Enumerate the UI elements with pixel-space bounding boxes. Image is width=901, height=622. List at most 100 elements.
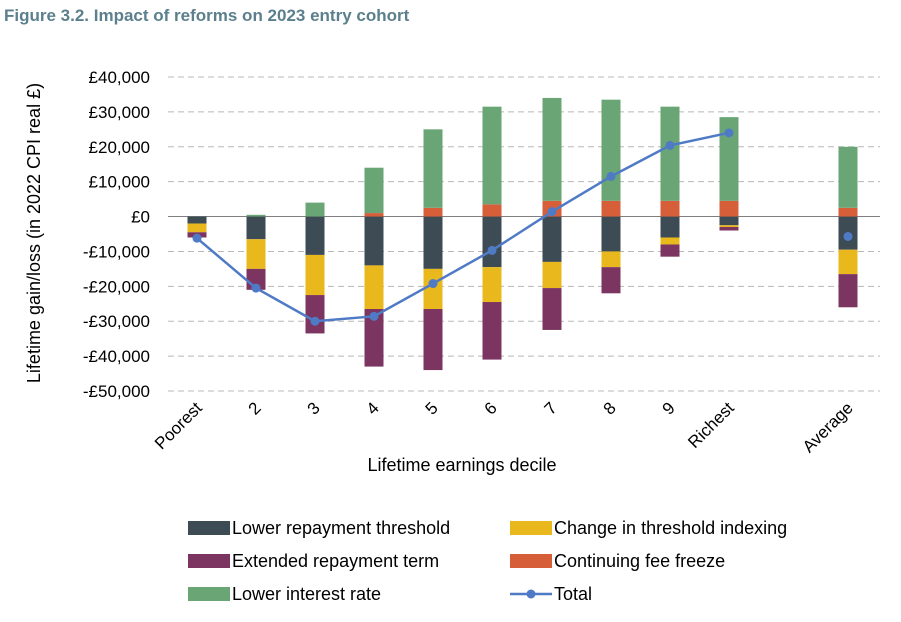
bar-segment [838, 207, 858, 217]
bar-segment [364, 309, 384, 367]
total-point [487, 245, 497, 255]
bar-segment [719, 200, 739, 217]
bar-segment [660, 200, 680, 217]
bar-segment [719, 216, 739, 226]
y-tick-label: £40,000 [89, 68, 150, 87]
x-tick-label: Average [799, 398, 857, 456]
bar-segment [364, 167, 384, 214]
bar-segment [305, 254, 325, 296]
bar-segment [719, 117, 739, 201]
bar-segment [364, 216, 384, 266]
bar-segment [482, 204, 502, 217]
bar-segment [423, 129, 443, 208]
total-point [547, 207, 557, 217]
bar-segment [542, 97, 562, 201]
x-tick-label: 5 [422, 398, 442, 418]
bar-segment [601, 99, 621, 201]
legend: Lower repayment threshold Change in thres… [188, 518, 787, 604]
gridlines [168, 76, 880, 392]
y-tick-label: -£50,000 [83, 382, 150, 401]
total-point [428, 279, 438, 289]
total-point [665, 140, 675, 150]
bar-segment [660, 216, 680, 238]
bar-segment [423, 268, 443, 310]
total-point [843, 231, 853, 241]
y-tick-label: -£40,000 [83, 347, 150, 366]
bar-segment [305, 295, 325, 334]
bar-segment [364, 265, 384, 310]
bar-segment [838, 146, 858, 208]
total-point [310, 316, 320, 326]
y-tick-label: £10,000 [89, 173, 150, 192]
bar-segment [660, 244, 680, 257]
x-tick-label: 3 [304, 398, 324, 418]
bar-segment [305, 202, 325, 217]
x-tick-label: 8 [600, 398, 620, 418]
y-tick-label: -£20,000 [83, 277, 150, 296]
bar-segment [601, 267, 621, 294]
bar-segment [482, 216, 502, 268]
bar-segment [838, 249, 858, 275]
bar-segment [719, 227, 739, 231]
y-axis-ticks: £40,000 £30,000 £20,000 £10,000 £0 -£10,000 -£… [83, 68, 150, 401]
total-point [369, 311, 379, 321]
bar-segment [423, 207, 443, 217]
total-point [251, 283, 261, 293]
bar-segment [601, 216, 621, 252]
bar-segment [482, 302, 502, 360]
bar-segment [423, 309, 443, 371]
bar-segment [246, 216, 266, 240]
bar-segment [542, 216, 562, 262]
total-point [606, 171, 616, 181]
legend-swatch [510, 521, 552, 535]
bar-segment [660, 106, 680, 201]
y-axis-title: Lifetime gain/loss (in 2022 CPI real £) [24, 83, 44, 383]
bar-segment [423, 216, 443, 269]
legend-label: Extended repayment term [232, 551, 439, 571]
bar-segment [601, 251, 621, 268]
bar-segment [187, 216, 207, 224]
y-tick-label: £20,000 [89, 138, 150, 157]
bar-segment [364, 213, 384, 217]
total-point [724, 128, 734, 138]
bar-segment [482, 106, 502, 205]
x-tick-label: 2 [245, 398, 265, 418]
bar-segment [246, 214, 266, 217]
y-tick-label: £0 [131, 208, 150, 227]
bar-segment [719, 225, 739, 228]
x-tick-label: 9 [659, 398, 679, 418]
x-tick-label: 6 [481, 398, 501, 418]
bar-segment [305, 216, 325, 255]
x-tick-label: 4 [363, 398, 383, 418]
bar-segment [482, 267, 502, 303]
legend-label: Lower interest rate [232, 584, 381, 604]
y-tick-label: -£30,000 [83, 312, 150, 331]
figure-title: Figure 3.2. Impact of reforms on 2023 en… [4, 6, 410, 25]
legend-label: Change in threshold indexing [554, 518, 787, 538]
legend-label: Lower repayment threshold [232, 518, 450, 538]
y-tick-label: -£10,000 [83, 242, 150, 261]
bar-segment [246, 239, 266, 269]
legend-label: Continuing fee freeze [554, 551, 725, 571]
legend-marker [526, 589, 536, 599]
bar-segment [601, 200, 621, 217]
legend-swatch [188, 521, 230, 535]
legend-swatch [510, 554, 552, 568]
y-tick-label: £30,000 [89, 103, 150, 122]
x-axis-labels: Poorest 2 3 4 5 6 7 8 9 Richest Average [151, 398, 857, 456]
legend-swatch [188, 554, 230, 568]
total-series-line [196, 131, 730, 323]
bar-segment [660, 237, 680, 245]
bars [187, 97, 858, 371]
total-line [192, 128, 853, 326]
x-tick-label: Poorest [151, 398, 206, 453]
x-tick-label: 7 [541, 398, 561, 418]
x-axis-title: Lifetime earnings decile [367, 455, 556, 475]
total-point [192, 233, 202, 243]
bar-segment [542, 261, 562, 289]
legend-swatch [188, 587, 230, 601]
bar-segment [838, 274, 858, 308]
legend-label: Total [554, 584, 592, 604]
bar-segment [542, 288, 562, 330]
